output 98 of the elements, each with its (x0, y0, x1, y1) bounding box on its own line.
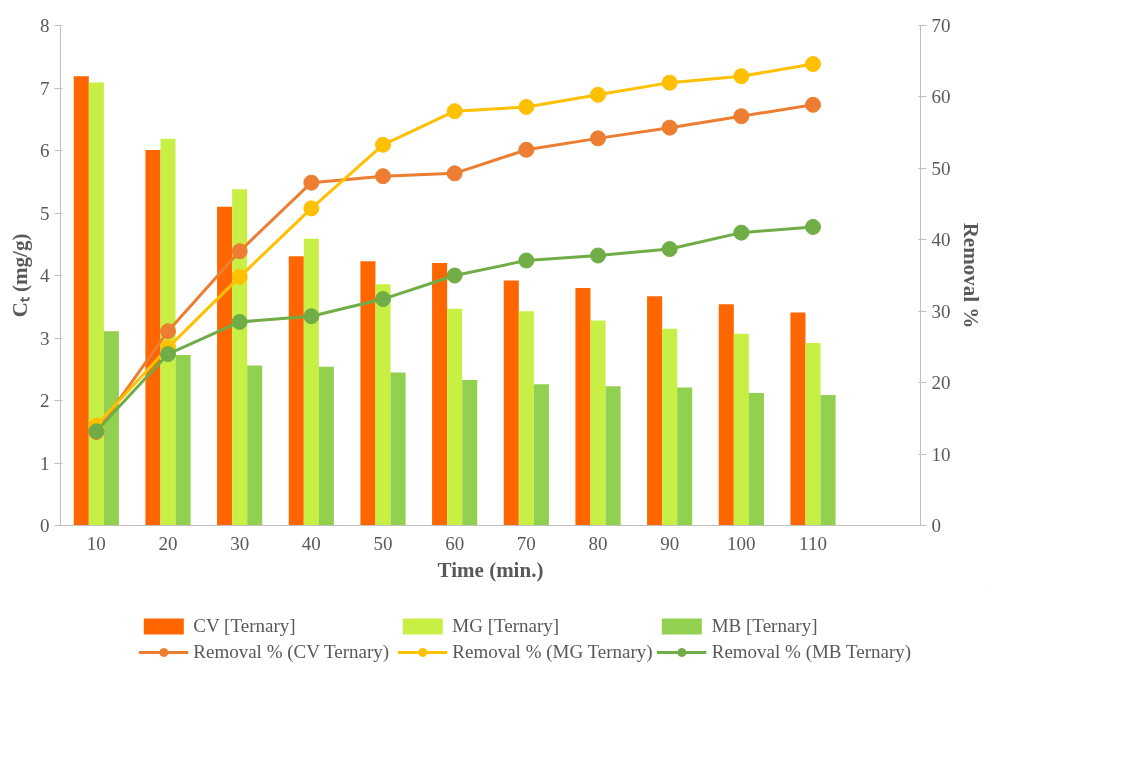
point (590, 86, 606, 103)
bar (590, 320, 606, 526)
legend-label: MG [Ternary] (452, 615, 561, 637)
bar (303, 238, 319, 526)
y-tick-label: 8 (40, 15, 50, 36)
y-tick-label: 5 (40, 202, 50, 224)
point (733, 224, 750, 241)
point (661, 119, 678, 136)
x-tick-label: 110 (799, 532, 827, 554)
y2-axis-title: Removal % (958, 222, 983, 329)
bar (73, 76, 89, 526)
x-tick-label: 50 (373, 532, 393, 554)
point (375, 168, 391, 185)
point (446, 103, 463, 120)
bar (447, 308, 463, 526)
point (518, 98, 535, 115)
x-tick-label: 30 (230, 532, 250, 554)
bar (160, 138, 176, 526)
y2-tick-label: 30 (931, 300, 951, 322)
y-tick-label: 1 (40, 452, 50, 474)
point (590, 130, 606, 147)
point (446, 267, 463, 284)
bar (662, 328, 678, 526)
y-axis-title: Cₜ (mg/g) (8, 233, 32, 318)
point (518, 252, 535, 269)
x-axis-title: Time (min.) (437, 557, 544, 582)
point (160, 323, 176, 340)
legend-label: Removal % (CV Ternary) (193, 641, 391, 663)
x-tick-label: 20 (158, 532, 178, 554)
bar (175, 354, 191, 526)
bar (288, 256, 304, 526)
y2-tick-label: 50 (931, 157, 951, 179)
point (303, 174, 320, 191)
legend-label: MB [Ternary] (711, 615, 819, 637)
x-tick-label: 60 (445, 532, 465, 554)
bar (217, 206, 233, 526)
bar (805, 343, 821, 526)
bar (820, 394, 836, 526)
x-tick-label: 100 (727, 532, 756, 554)
bar (503, 280, 519, 526)
y-tick-label: 2 (40, 390, 50, 411)
bar (748, 393, 764, 526)
bar (88, 82, 104, 526)
point (446, 165, 463, 182)
x-tick-label: 90 (660, 532, 680, 554)
point (231, 268, 248, 285)
legend-label: Removal % (MB Ternary) (711, 641, 912, 663)
point (733, 108, 750, 125)
point (375, 291, 391, 308)
bar (718, 304, 734, 526)
y-tick-label: 0 (40, 515, 50, 536)
bar (790, 312, 806, 526)
x-tick-label: 70 (516, 532, 536, 554)
point (303, 308, 320, 325)
y-tick-label: 7 (40, 77, 50, 99)
bar (145, 149, 161, 526)
point (231, 313, 248, 330)
point (590, 247, 606, 264)
y2-tick-label: 40 (931, 229, 951, 251)
point (160, 346, 176, 363)
point (231, 243, 248, 260)
bar (247, 365, 263, 526)
legend-label: Removal % (MG Ternary) (452, 641, 653, 663)
point (733, 68, 750, 85)
point (375, 136, 391, 153)
bar (677, 387, 693, 526)
bar (733, 333, 749, 526)
bar (575, 288, 591, 526)
y2-tick-label: 0 (931, 515, 941, 536)
y2-tick-label: 10 (931, 443, 951, 465)
point (805, 56, 821, 73)
point (303, 200, 320, 217)
y2-tick-label: 60 (931, 86, 951, 108)
y-tick-label: 3 (40, 327, 50, 349)
point (805, 96, 821, 113)
point (661, 241, 678, 258)
x-tick-label: 80 (588, 532, 608, 554)
y-tick-label: 6 (40, 140, 50, 161)
x-tick-label: 10 (86, 532, 106, 554)
bar (462, 379, 478, 526)
y2-tick-label: 20 (931, 372, 951, 394)
bar (647, 296, 663, 526)
point (805, 218, 821, 235)
bar (318, 366, 334, 526)
bar (605, 386, 621, 526)
y-tick-label: 4 (40, 265, 50, 286)
bar (432, 263, 448, 526)
y2-tick-label: 70 (931, 15, 951, 36)
bar (533, 384, 549, 526)
bar (375, 284, 391, 526)
legend-label: CV [Ternary] (193, 615, 297, 637)
bar (518, 311, 534, 526)
bar (360, 261, 376, 526)
point (518, 141, 535, 158)
bar (390, 372, 406, 526)
point (661, 74, 678, 91)
x-tick-label: 40 (301, 532, 321, 554)
bar (103, 331, 119, 526)
